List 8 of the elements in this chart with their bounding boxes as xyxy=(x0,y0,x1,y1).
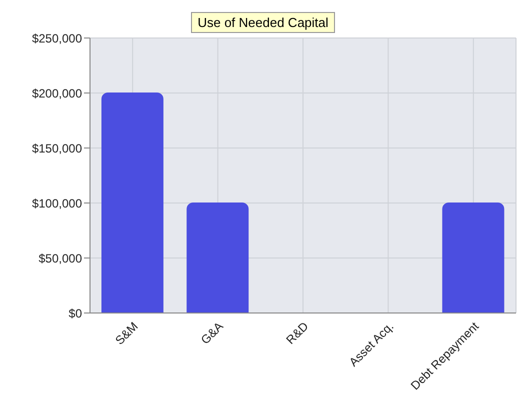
chart-title: Use of Needed Capital xyxy=(190,12,336,33)
y-tick-label: $150,000 xyxy=(32,141,82,156)
y-tick-label: $50,000 xyxy=(38,251,82,266)
y-tick-label: $0 xyxy=(68,306,82,320)
x-tick-label: G&A xyxy=(198,319,226,348)
y-tick-label: $250,000 xyxy=(32,31,82,46)
y-tick-label: $100,000 xyxy=(32,196,82,210)
y-tick-label: $200,000 xyxy=(32,86,82,100)
